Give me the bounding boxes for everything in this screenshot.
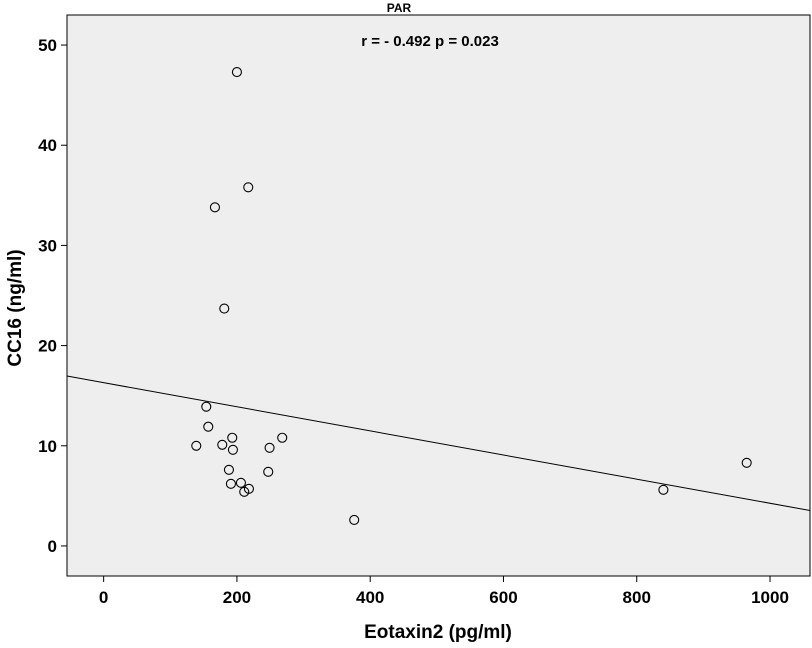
data-point xyxy=(235,477,246,488)
data-point xyxy=(223,464,234,475)
data-point xyxy=(227,432,238,443)
y-tick-label: 50 xyxy=(38,36,57,55)
data-point xyxy=(263,466,274,477)
y-tick-label: 20 xyxy=(38,337,57,356)
data-point xyxy=(201,401,212,412)
y-axis-ticks: 0 10 20 30 40 50 xyxy=(38,36,67,556)
plot-area xyxy=(66,14,811,577)
y-axis-label: CC16 (ng/ml) xyxy=(5,249,26,366)
data-point xyxy=(658,484,669,495)
data-point xyxy=(203,421,214,432)
data-point xyxy=(217,439,228,450)
regression-line xyxy=(66,375,811,511)
data-points xyxy=(191,67,752,525)
x-tick-label: 800 xyxy=(623,588,651,607)
x-tick-label: 0 xyxy=(99,588,108,607)
data-point xyxy=(277,432,288,443)
x-tick-label: 400 xyxy=(356,588,384,607)
x-tick-label: 600 xyxy=(489,588,517,607)
data-point xyxy=(231,67,242,78)
x-axis-label: Eotaxin2 (pg/ml) xyxy=(364,622,512,643)
data-point xyxy=(219,303,230,314)
data-point xyxy=(225,478,236,489)
data-point xyxy=(264,442,275,453)
data-point xyxy=(239,486,250,497)
x-axis-ticks: 0 200 400 600 800 1000 xyxy=(99,576,789,607)
correlation-annotation: r = - 0.492 p = 0.023 xyxy=(361,33,499,50)
data-point xyxy=(349,514,360,525)
data-point xyxy=(191,440,202,451)
data-point xyxy=(227,444,238,455)
y-tick-label: 10 xyxy=(38,437,57,456)
x-tick-label: 1000 xyxy=(751,588,789,607)
chart-title: PAR xyxy=(387,1,412,15)
y-tick-label: 30 xyxy=(38,236,57,255)
data-point xyxy=(741,457,752,468)
data-point xyxy=(209,202,220,213)
y-tick-label: 40 xyxy=(38,136,57,155)
y-tick-label: 0 xyxy=(48,537,57,556)
x-tick-label: 200 xyxy=(223,588,251,607)
data-point xyxy=(243,182,254,193)
